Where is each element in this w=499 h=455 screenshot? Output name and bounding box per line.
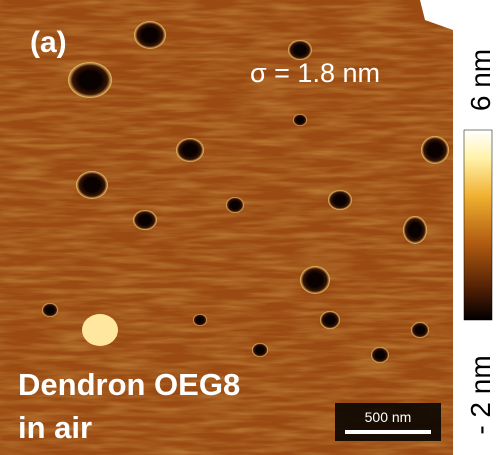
scale-bar-label: 500 nm bbox=[365, 409, 412, 425]
panel-label: (a) bbox=[30, 26, 67, 59]
sample-label: in air bbox=[18, 410, 92, 445]
colorbar-max: 6 nm bbox=[465, 49, 496, 111]
afm-image: (a) σ = 1.8 nm Dendron OEG8 in air 500 n… bbox=[0, 0, 453, 455]
roughness-label: σ = 1.8 nm bbox=[250, 58, 380, 88]
sample-label: Dendron OEG8 bbox=[18, 367, 240, 402]
colorbar bbox=[464, 130, 492, 320]
afm-figure: (a) σ = 1.8 nm Dendron OEG8 in air 500 n… bbox=[0, 0, 499, 455]
colorbar-min: - 2 nm bbox=[465, 355, 496, 434]
scale-bar bbox=[345, 430, 431, 434]
